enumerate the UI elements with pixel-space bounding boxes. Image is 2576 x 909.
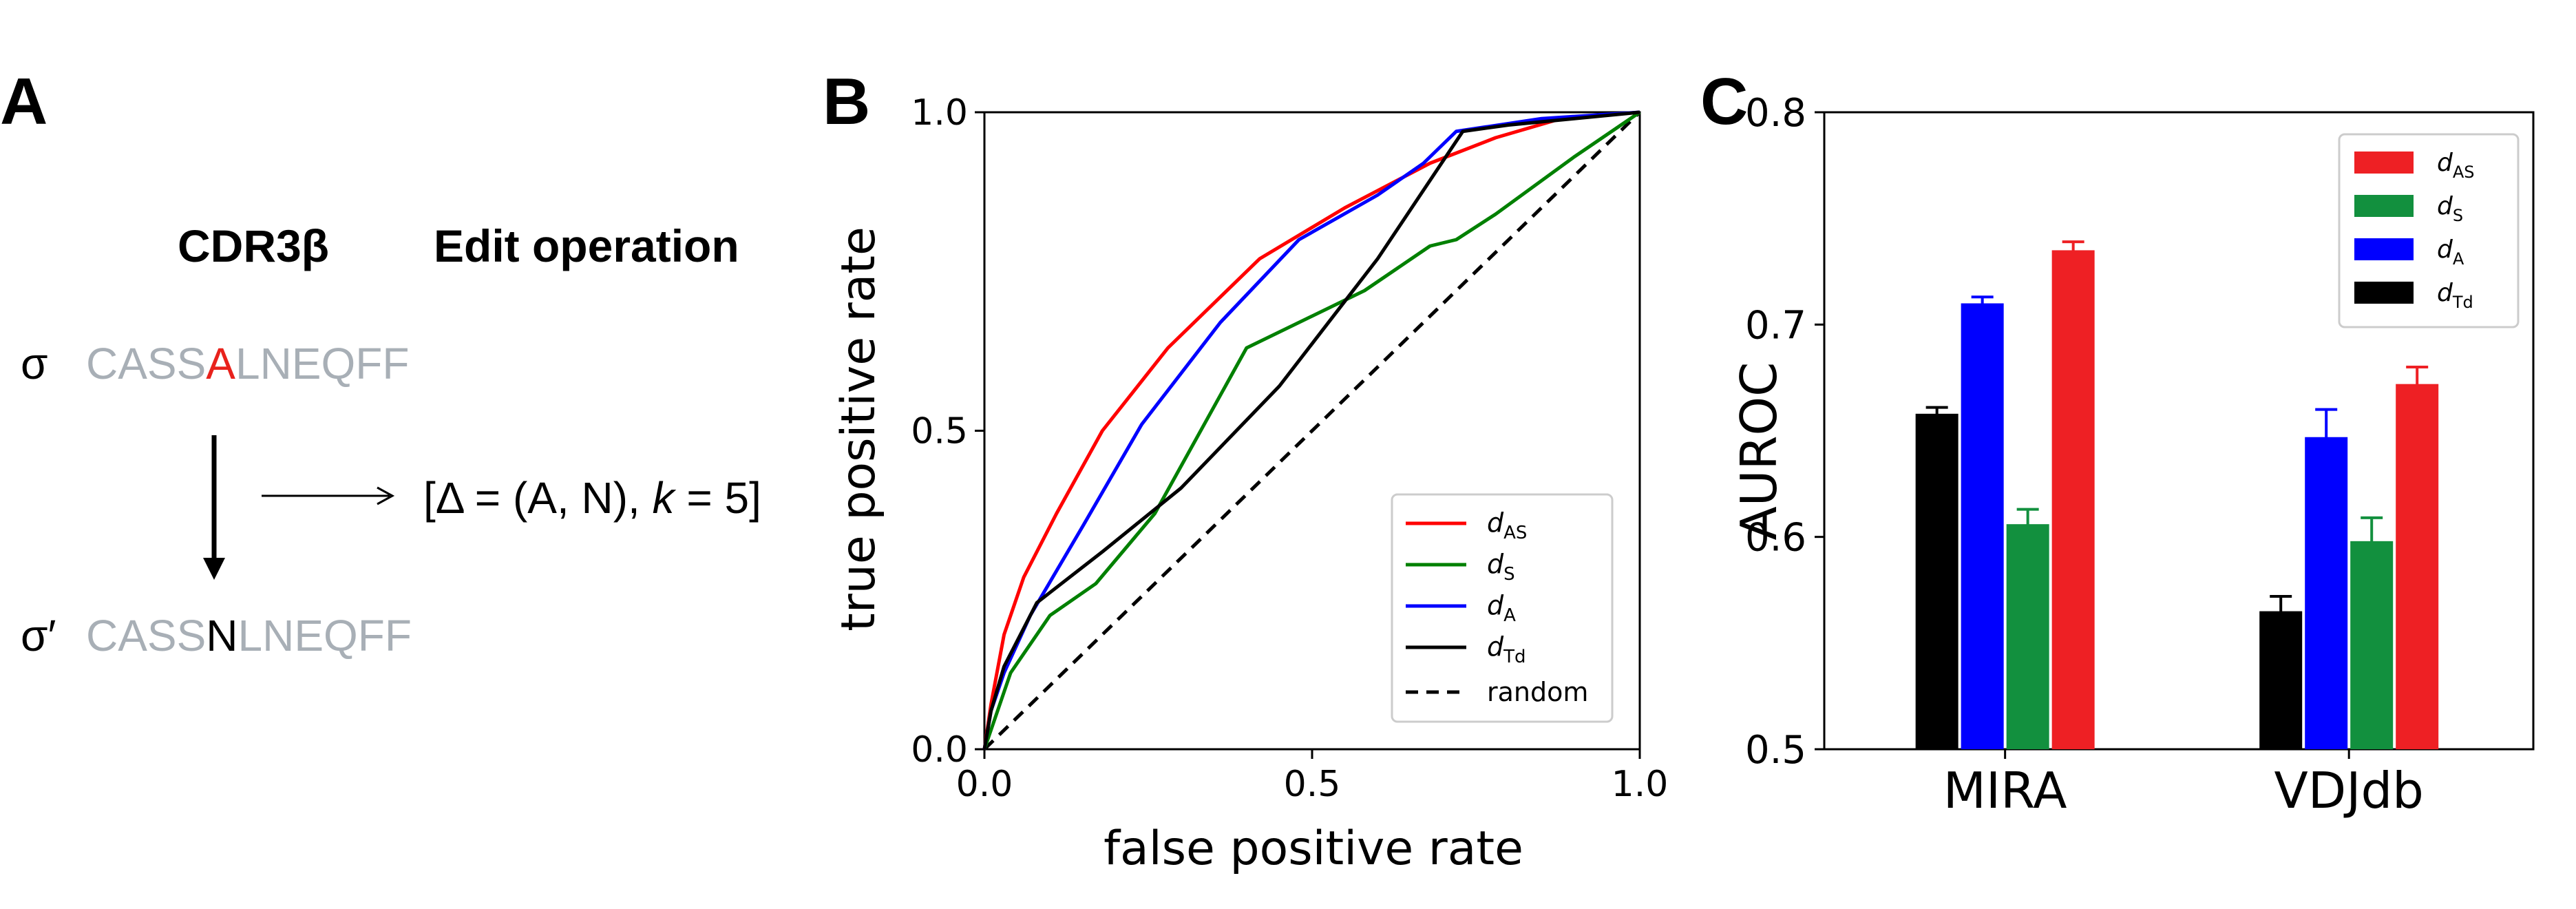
bar-legend-label-d-td: dTd [2437, 279, 2473, 312]
bar-legend-swatch-d-a [2354, 238, 2414, 260]
panel-a-letter: A [0, 65, 47, 138]
roc-legend-label-d-s: dS [1487, 549, 1515, 585]
bar-y-tick-label: 0.5 [1745, 728, 1806, 773]
bar-vdjdb-d-as [2396, 384, 2439, 749]
roc-legend-label-random: random [1487, 677, 1588, 707]
roc-legend-frame [1391, 493, 1614, 723]
bar-marks [1915, 240, 2439, 750]
bar-category-label-vdjdb: VDJdb [2274, 762, 2424, 819]
bar-vdjdb-d-a [2305, 437, 2348, 749]
roc-legend-label-d-as: dAS [1487, 508, 1527, 543]
edit-column-header: Edit operation [434, 220, 739, 271]
bar-axes: 0.5 0.6 0.7 0.8 MIRA VDJdb [1745, 91, 2535, 819]
bar-y-tick-label: 0.7 [1745, 303, 1806, 348]
seq1-suffix: LNEQFF [235, 339, 409, 388]
edit-operation-label: [Δ = (A, N), k = 5] [423, 473, 761, 523]
bar-vdjdb-d-s [2350, 541, 2394, 749]
bar-mira-d-a [1961, 303, 2004, 749]
bar-legend-label-d-s: dS [2437, 192, 2463, 225]
sigma-symbol: σ [21, 339, 48, 388]
roc-lines [982, 110, 1641, 751]
down-arrow [203, 435, 225, 580]
panel-b-letter: B [823, 65, 870, 138]
roc-axes: 0.0 0.5 1.0 0.0 0.5 1.0 [911, 92, 1668, 805]
bar-mira-d-as [2051, 250, 2095, 750]
bar-legend: dAS dS dA dTd [2338, 133, 2520, 328]
roc-line-d-as [982, 110, 1640, 750]
bar-mira-d-s [2006, 524, 2049, 749]
bar-y-tick-label: 0.6 [1745, 516, 1806, 561]
seq1-mutated-residue: A [206, 339, 235, 388]
seq2-suffix: LNEQFF [238, 611, 412, 660]
roc-y-tick-label: 1.0 [911, 92, 968, 134]
panel-a: A CDR3β Edit operation σ CASSALNEQFF [Δ … [0, 65, 761, 660]
bar-category-label-mira: MIRA [1943, 762, 2067, 819]
bar-y-axis-label: AUROC [1730, 362, 1788, 541]
seq2-prefix: CASS [86, 611, 206, 660]
roc-x-tick-label: 0.0 [956, 764, 1013, 805]
roc-y-tick-label: 0.0 [911, 729, 968, 771]
panel-c-letter: C [1700, 65, 1748, 138]
roc-legend: dAS dS dA dTd random [1391, 493, 1614, 723]
roc-x-tick-label: 0.5 [1284, 764, 1341, 805]
panel-c: C 0.5 0.6 0.7 0.8 MIRA VDJdb AUROC dAS dS dA … [1700, 65, 2535, 819]
edit-open: [Δ = (A, N), [423, 473, 653, 523]
roc-line-random [983, 111, 1641, 751]
roc-x-tick-label: 1.0 [1612, 764, 1669, 805]
bar-legend-label-d-a: dA [2437, 236, 2464, 269]
seq1-prefix: CASS [86, 339, 206, 388]
bar-legend-label-d-as: dAS [2437, 149, 2475, 182]
right-arrow [262, 486, 395, 505]
bar-mira-d-td [1915, 413, 1959, 749]
bar-legend-swatch-d-s [2354, 195, 2414, 217]
edit-k: k [653, 473, 677, 523]
roc-y-axis-label: true positive rate [832, 227, 886, 631]
seq2-mutated-residue: N [206, 611, 237, 660]
roc-legend-label-d-a: dA [1487, 590, 1516, 626]
bar-legend-swatch-d-as [2354, 152, 2414, 174]
sigma-prime-symbol: σ′ [21, 611, 56, 660]
panel-b: B 0.0 0.5 1.0 0.0 0.5 1.0 false positive rate… [823, 65, 1668, 876]
roc-y-tick-label: 0.5 [911, 411, 968, 452]
bar-legend-swatch-d-td [2354, 282, 2414, 304]
roc-line-d-a [982, 110, 1640, 750]
roc-line-d-s [982, 110, 1641, 750]
original-sequence: CASSALNEQFF [86, 339, 409, 388]
roc-legend-label-d-td: dTd [1487, 631, 1526, 667]
cdr3-column-header: CDR3β [178, 220, 329, 271]
edited-sequence: CASSNLNEQFF [86, 611, 412, 660]
bar-legend-frame [2338, 133, 2520, 328]
bar-y-tick-label: 0.8 [1745, 91, 1806, 136]
roc-line-d-td [982, 110, 1640, 750]
roc-x-axis-label: false positive rate [1104, 822, 1523, 876]
bar-vdjdb-d-td [2259, 611, 2303, 749]
edit-rest: = 5] [675, 473, 761, 523]
bar-plot-frame [1823, 111, 2535, 751]
